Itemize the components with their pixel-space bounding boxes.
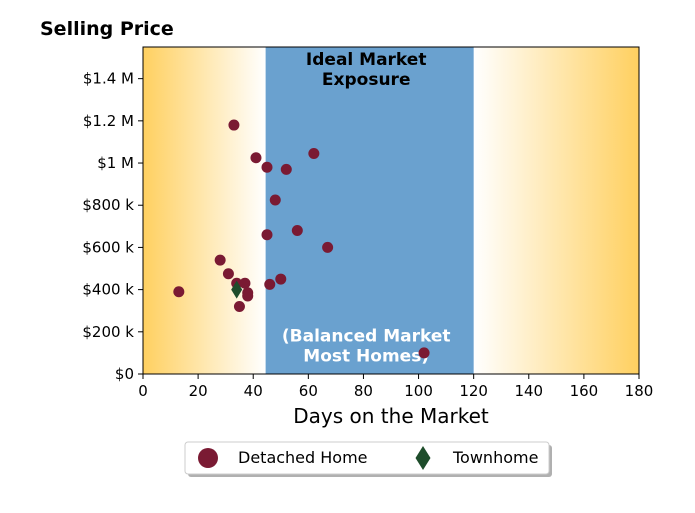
detached-home-point — [280, 163, 292, 175]
legend-townhome-marker — [415, 446, 431, 470]
x-axis: 0 20 40 60 80 100 120 140 160 180 — [138, 374, 653, 400]
annotation-0: Ideal Market Exposure — [306, 50, 427, 90]
legend-detached-marker — [198, 448, 218, 468]
chart-title: Selling Price — [40, 18, 174, 40]
x-tick-label: 100 — [404, 382, 433, 400]
x-tick-label: 0 — [138, 382, 148, 400]
left-gradient-region — [143, 47, 266, 374]
detached-home-point — [264, 278, 276, 290]
y-axis: $0 $200 k $400 k $600 k $800 k $1 M $1.2 M $1.4… — [82, 70, 143, 383]
detached-home-point — [418, 347, 430, 359]
x-axis-label: Days on the Market — [293, 404, 489, 428]
x-tick-label: 40 — [244, 382, 263, 400]
x-tick-label: 60 — [299, 382, 318, 400]
legend-box — [184, 441, 550, 475]
detached-home-point — [269, 194, 281, 206]
detached-home-point — [173, 286, 185, 298]
annotations: Ideal Market Exposure (Balanced Market Most… — [282, 50, 451, 366]
x-tick-label: 160 — [570, 382, 599, 400]
y-tick-label: $200 k — [82, 323, 134, 341]
detached-home-point — [233, 300, 245, 312]
detached-home-point — [242, 290, 254, 302]
detached-home-point — [250, 152, 262, 164]
right-gradient-region — [473, 47, 639, 374]
detached-home-point — [222, 268, 234, 280]
data-points — [173, 119, 430, 359]
detached-home-point — [308, 148, 320, 160]
y-tick-label: $400 k — [82, 281, 134, 299]
y-tick-label: $600 k — [82, 238, 134, 256]
x-tick-label: 120 — [459, 382, 488, 400]
ideal-exposure-band — [265, 47, 474, 374]
detached-home-point — [261, 229, 273, 241]
detached-home-point — [261, 161, 273, 173]
plot-frame — [142, 46, 640, 375]
x-tick-label: 80 — [354, 382, 373, 400]
townhome-point — [231, 280, 243, 299]
x-tick-label: 140 — [514, 382, 543, 400]
legend-label: Detached Home — [238, 448, 368, 467]
detached-home-point — [322, 241, 334, 253]
y-tick-label: $1.4 M — [83, 70, 134, 88]
detached-home-point — [275, 273, 287, 285]
y-tick-label: $1.2 M — [83, 112, 134, 130]
y-tick-label: $800 k — [82, 196, 134, 214]
legend-label: Townhome — [452, 448, 538, 467]
annotation-1: (Balanced Market Most Homes) — [282, 326, 451, 366]
detached-home-point — [214, 254, 226, 266]
plot-background — [143, 47, 639, 374]
legend: Detached Home Townhome — [184, 441, 552, 477]
detached-home-point — [228, 119, 240, 131]
y-tick-label: $1 M — [97, 154, 134, 172]
y-tick-label: $0 — [115, 365, 134, 383]
detached-home-point — [239, 277, 251, 289]
detached-home-point — [291, 225, 303, 237]
x-tick-label: 180 — [625, 382, 654, 400]
x-tick-label: 20 — [189, 382, 208, 400]
